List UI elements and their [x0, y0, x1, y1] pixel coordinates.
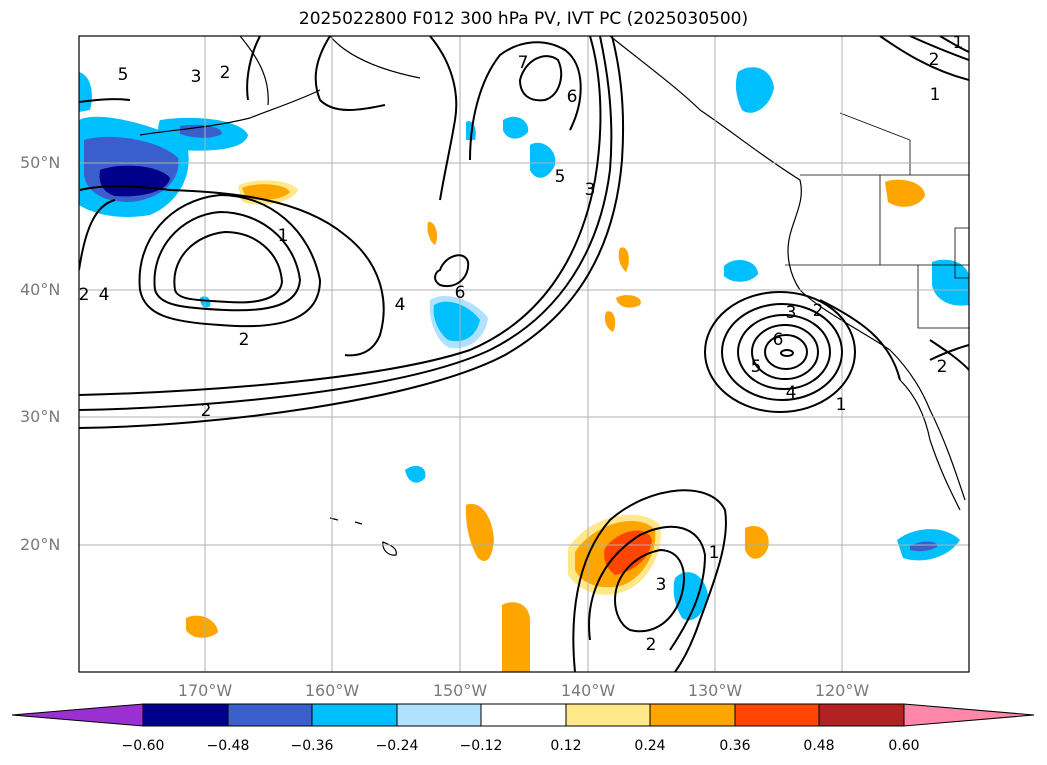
- contour-label: 2: [239, 330, 250, 350]
- lat-label: 20°N: [20, 535, 61, 554]
- contour-label: 1: [278, 226, 289, 246]
- colorbar-tick-label: 0.36: [719, 738, 751, 754]
- colorbar-tick-label: −0.24: [375, 738, 419, 754]
- map-title: 2025022800 F012 300 hPa PV, IVT PC (2025…: [298, 9, 749, 29]
- contour-labels: 5 3 2 1 7 6 5 3 1 2 4 6 4 2 2 3 2 6 5 4 …: [79, 33, 964, 655]
- contour-label: 4: [786, 383, 797, 403]
- lon-label: 140°W: [560, 681, 616, 700]
- contour-label: 5: [751, 357, 762, 377]
- lon-label: 160°W: [304, 681, 360, 700]
- pv-fill-areas: [79, 67, 969, 672]
- contour-label: 2: [646, 635, 657, 655]
- colorbar-tick-label: 0.12: [550, 738, 582, 754]
- colorbar-tick-label: 0.60: [888, 738, 920, 754]
- lat-label: 40°N: [20, 280, 61, 299]
- contour-label: 4: [99, 285, 110, 305]
- colorbar-tick-label: −0.60: [121, 738, 165, 754]
- lon-label: 120°W: [814, 681, 870, 700]
- colorbar: [11, 703, 1035, 727]
- contour-label: 3: [786, 303, 797, 323]
- lat-label: 50°N: [20, 153, 61, 172]
- contour-label: 4: [395, 295, 406, 315]
- contour-label: 2: [220, 63, 231, 83]
- contour-label: 2: [937, 357, 948, 377]
- contour-label: 5: [555, 167, 566, 187]
- colorbar-tick-label: −0.36: [290, 738, 334, 754]
- colorbar-tick-label: 0.24: [634, 738, 666, 754]
- contour-label: 1: [709, 543, 720, 563]
- coastlines: [139, 36, 966, 556]
- contour-label: 5: [118, 65, 129, 85]
- contour-label: 7: [518, 53, 529, 73]
- contour-label: 2: [79, 285, 90, 305]
- colorbar-tick-label: −0.12: [459, 738, 503, 754]
- ivt-contours: [79, 36, 969, 672]
- colorbar-tick-label: 0.48: [803, 738, 835, 754]
- lon-label: 170°W: [177, 681, 233, 700]
- contour-label: 2: [201, 401, 212, 421]
- colorbar-tick-label: −0.48: [206, 738, 250, 754]
- contour-label: 6: [567, 87, 578, 107]
- contour-label: 6: [773, 330, 784, 350]
- contour-label: 3: [585, 180, 596, 200]
- lon-label: 130°W: [687, 681, 743, 700]
- plot-frame: [78, 35, 970, 673]
- lat-label: 30°N: [20, 407, 61, 426]
- contour-label: 3: [656, 575, 667, 595]
- contour-label: 2: [813, 301, 824, 321]
- contour-label: 3: [191, 67, 202, 87]
- contour-label: 2: [929, 50, 940, 70]
- contour-label: 1: [836, 395, 847, 415]
- contour-label: 1: [953, 33, 964, 53]
- contour-label: 6: [455, 283, 466, 303]
- lon-label: 150°W: [432, 681, 488, 700]
- contour-label: 1: [930, 85, 941, 105]
